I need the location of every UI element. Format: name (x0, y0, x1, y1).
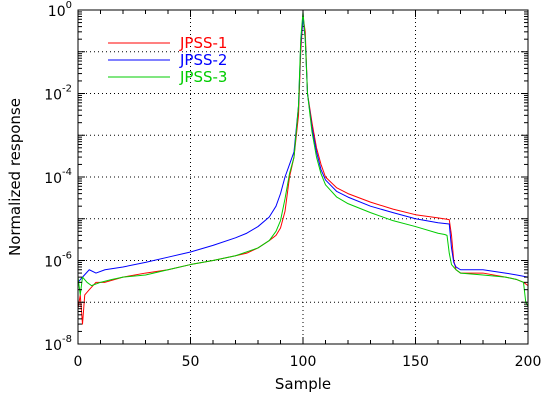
y-tick-base: 10 (48, 4, 66, 20)
x-tick-label: 0 (74, 354, 83, 370)
y-tick-label: 10-8 (44, 334, 72, 354)
x-tick-label: 100 (290, 354, 317, 370)
series-line-jpss-3 (77, 11, 529, 307)
y-tick-base: 10 (44, 171, 62, 187)
y-tick-label: 10-2 (44, 84, 72, 104)
y-tick-exponent: -2 (62, 84, 72, 95)
y-tick-exponent: -8 (62, 334, 72, 345)
grid (78, 10, 528, 344)
y-axis-title: Normalized response (6, 98, 24, 256)
series-group (77, 11, 529, 325)
x-tick-label: 200 (515, 354, 542, 370)
x-tick-label: 150 (402, 354, 429, 370)
x-tick-label: 50 (182, 354, 200, 370)
y-tick-exponent: -6 (62, 251, 72, 262)
y-tick-base: 10 (44, 88, 62, 104)
y-tick-label: 100 (48, 0, 72, 20)
legend-label: JPSS-3 (179, 68, 227, 86)
legend-label: JPSS-2 (179, 51, 227, 69)
y-tick-exponent: -4 (62, 167, 72, 178)
y-tick-label: 10-6 (44, 251, 72, 271)
y-tick-exponent: 0 (66, 0, 72, 11)
x-axis-title: Sample (275, 375, 331, 393)
y-tick-base: 10 (44, 338, 62, 354)
y-tick-base: 10 (44, 255, 62, 271)
tick-marks (77, 9, 529, 345)
y-tick-label: 10-4 (44, 167, 72, 187)
x-tick-labels: 0 50 100 150 200 (74, 354, 542, 370)
legend-label: JPSS-1 (179, 34, 227, 52)
